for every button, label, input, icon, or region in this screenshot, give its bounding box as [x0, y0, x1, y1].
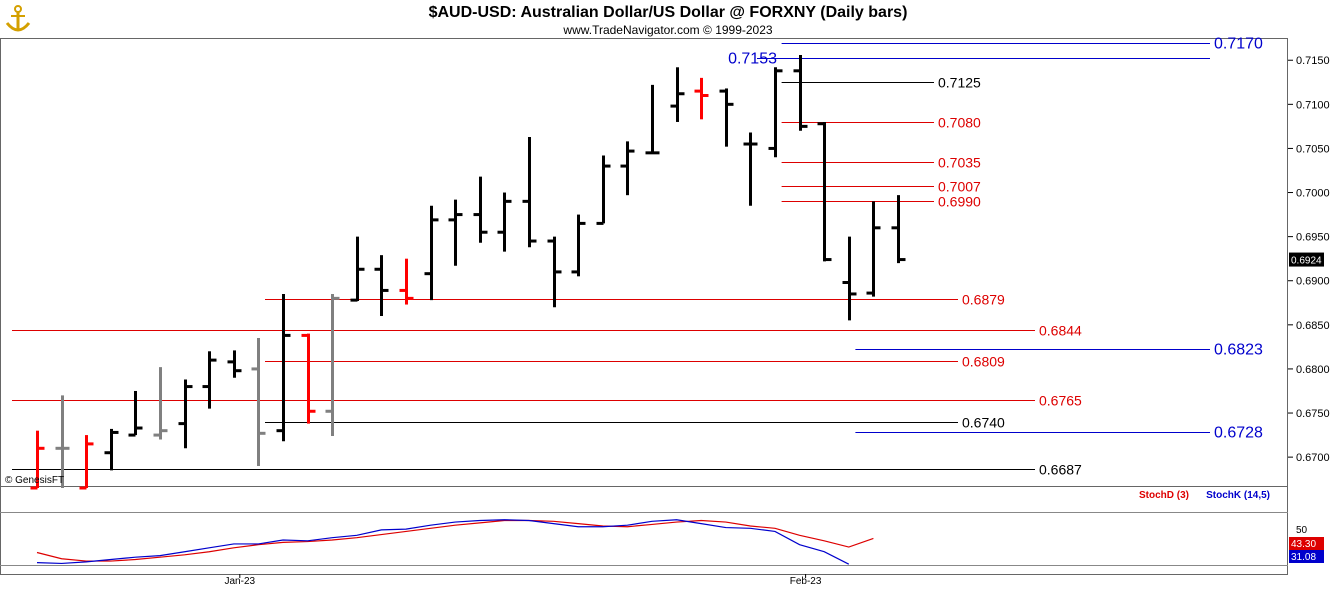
level-lines: 0.7170 0.7153 0.7125 0.7080 0.7035 0.70070.69…: [12, 36, 1263, 478]
y-tick-label: 0.7050: [1296, 143, 1330, 155]
level-label: 0.6844: [1039, 323, 1082, 339]
x-tick-label: Jan-23: [225, 576, 256, 587]
ohlc-bar: [251, 338, 266, 466]
level-label: 0.6687: [1039, 462, 1082, 478]
stochastic-panel: [0, 486, 1288, 575]
y-tick-label: 0.6700: [1296, 452, 1330, 464]
y-tick-label: 0.7000: [1296, 188, 1330, 200]
stochk-line: [36, 519, 850, 565]
ohlc-bar: [153, 367, 168, 440]
x-axis: Jan-23 Feb-23: [225, 574, 822, 587]
y-tick-label: 0.7150: [1296, 55, 1330, 67]
ohlc-bar: [79, 435, 94, 490]
level-label: 0.6728: [1214, 425, 1263, 442]
anchor-icon: [3, 3, 33, 35]
ohlc-bar: [620, 141, 635, 196]
level-label: 0.6809: [962, 354, 1005, 370]
y-tick-label: 0.6900: [1296, 276, 1330, 288]
level-label: 0.7007: [938, 179, 981, 195]
y-tick-label: 0.6950: [1296, 232, 1330, 244]
y-tick-label: 0.6800: [1296, 364, 1330, 376]
last-price-label: 0.6924: [1291, 256, 1322, 267]
ohlc-bar: [645, 84, 660, 155]
ohlc-bar: [571, 214, 586, 277]
ohlc-bar: [694, 77, 709, 120]
stochd-line: [36, 519, 874, 562]
ohlc-bar: [793, 54, 808, 131]
ohlc-bar: [178, 379, 193, 449]
level-label: 0.6879: [962, 292, 1005, 308]
chart-title: $AUD-USD: Australian Dollar/US Dollar @ …: [429, 4, 908, 21]
chart-subtitle: www.TradeNavigator.com © 1999-2023: [562, 23, 772, 37]
ohlc-bar: [30, 430, 45, 490]
x-tick-label: Feb-23: [790, 576, 822, 587]
stochastic-lines: 50 43.30 31.08: [36, 519, 1324, 565]
stoch-tick-label: 50: [1296, 525, 1308, 536]
ohlc-bar: [596, 155, 611, 225]
level-label: 0.6740: [962, 415, 1005, 431]
ohlc-bar: [128, 390, 143, 437]
level-label: 0.7035: [938, 155, 981, 171]
price-panel: [0, 38, 1288, 487]
ohlc-bar: [350, 236, 365, 302]
y-tick-label: 0.7100: [1296, 99, 1330, 111]
legend-stochd: StochD (3): [1139, 490, 1189, 501]
last-price-box: [1289, 252, 1324, 267]
stochk-last-label: 31.08: [1291, 552, 1316, 563]
level-label: 0.7153: [728, 51, 777, 68]
ohlc-bar: [55, 395, 70, 488]
ohlc-bar: [547, 236, 562, 308]
level-label: 0.6823: [1214, 342, 1263, 359]
y-tick-label: 0.6750: [1296, 408, 1330, 420]
ohlc-bar: [670, 67, 685, 122]
ohlc-bar: [719, 88, 734, 147]
ohlc-bar: [227, 350, 242, 378]
ohlc-bar: [497, 192, 512, 252]
level-label: 0.6990: [938, 194, 981, 210]
ohlc-bar: [743, 132, 758, 206]
last-price-marker: 0.6924: [1289, 252, 1324, 267]
ohlc-bar: [768, 67, 783, 158]
y-axis: 0.7150 0.7100 0.7050 0.7000 0.6950 0.6900 0.68…: [1288, 55, 1330, 464]
ohlc-bar: [842, 236, 857, 321]
level-label: 0.7080: [938, 115, 981, 131]
level-label: 0.7125: [938, 75, 981, 91]
ohlc-bar: [424, 205, 439, 301]
ohlc-bar: [202, 351, 217, 409]
ohlc-bar: [522, 136, 537, 248]
ohlc-bar: [473, 176, 488, 243]
ohlc-bar: [104, 428, 119, 471]
ohlc-bar: [276, 293, 291, 442]
ohlc-bar: [325, 293, 340, 436]
level-label: 0.7170: [1214, 36, 1263, 53]
watermark: © GenesisFT: [5, 475, 64, 486]
price-bars: [30, 54, 906, 490]
level-label: 0.6765: [1039, 393, 1082, 409]
ohlc-bar: [301, 333, 316, 424]
ohlc-bar: [374, 255, 389, 317]
ohlc-bar: [399, 258, 414, 305]
ohlc-bar: [891, 195, 906, 264]
stochd-last-label: 43.30: [1291, 539, 1316, 550]
stochd-last-box: [1289, 537, 1324, 550]
ohlc-bar: [448, 199, 463, 266]
stochk-last-box: [1289, 550, 1324, 563]
y-tick-label: 0.6850: [1296, 320, 1330, 332]
legend-stochk: StochK (14,5): [1206, 490, 1270, 501]
ohlc-bar: [817, 121, 832, 262]
ohlc-bar: [866, 201, 881, 297]
